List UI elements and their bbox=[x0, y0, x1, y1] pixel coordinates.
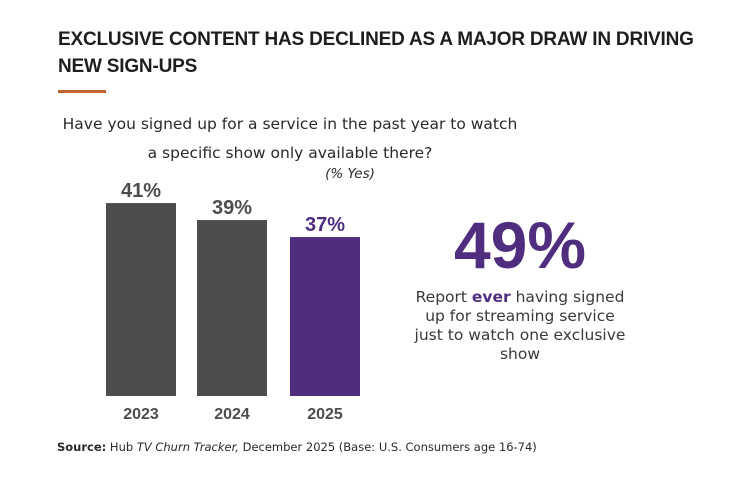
category-label: 2023 bbox=[123, 406, 159, 423]
source-label: Source: bbox=[57, 440, 107, 454]
bar-2025 bbox=[290, 237, 360, 396]
category-label: 2024 bbox=[214, 406, 250, 423]
bar-2024 bbox=[197, 220, 267, 396]
source-note: Source: Hub TV Churn Tracker, December 2… bbox=[57, 440, 537, 454]
callout-text: Report ever having signed up for streami… bbox=[414, 288, 626, 363]
bar-2023 bbox=[106, 203, 176, 396]
category-label: 2025 bbox=[307, 406, 343, 423]
accent-rule bbox=[58, 90, 106, 93]
chart-unit: (% Yes) bbox=[325, 166, 375, 182]
data-label: 39% bbox=[212, 197, 252, 219]
slide-title: EXCLUSIVE CONTENT HAS DECLINED AS A MAJO… bbox=[58, 29, 694, 77]
callout-emphasis: ever bbox=[471, 288, 511, 306]
data-label: 41% bbox=[121, 180, 161, 202]
chart-question: Have you signed up for a service in the … bbox=[62, 115, 518, 162]
callout-value: 49% bbox=[453, 208, 587, 282]
data-label: 37% bbox=[305, 214, 345, 236]
